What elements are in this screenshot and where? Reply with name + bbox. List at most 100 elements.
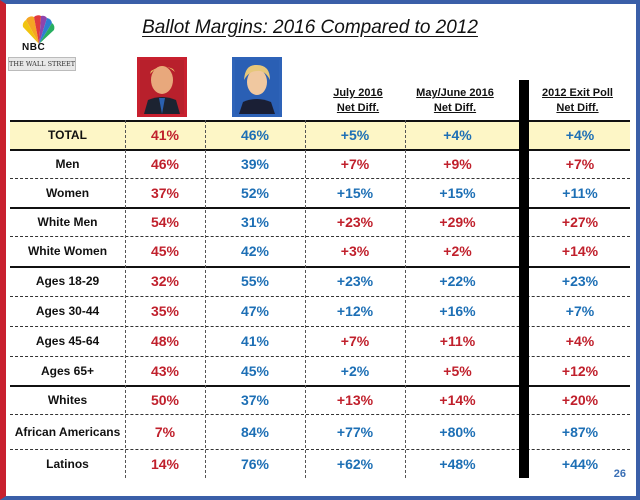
row-divider [10, 207, 630, 209]
cell-july: +77% [336, 423, 374, 440]
cell-exit2012: +20% [561, 391, 599, 408]
cell-july: +7% [340, 155, 370, 172]
separator-bar [519, 80, 529, 478]
cell-group: White Women [27, 244, 108, 258]
table-row: Women 37% 52% +15% +15% +11% [10, 178, 630, 207]
cell-group: Men [55, 156, 80, 171]
table-row: Ages 30-44 35% 47% +12% +16% +7% [10, 296, 630, 326]
cell-july: +23% [336, 273, 374, 289]
cell-clinton: 45% [240, 362, 270, 379]
cell-mayjune: +4% [443, 126, 472, 143]
row-divider [10, 236, 630, 237]
cell-clinton: 42% [240, 243, 270, 259]
cell-clinton: 41% [240, 333, 270, 349]
cell-trump: 46% [150, 155, 180, 172]
cell-exit2012: +14% [561, 243, 599, 259]
cell-group: Whites [47, 392, 88, 407]
cell-group: Women [45, 185, 90, 200]
cell-trump: 7% [154, 423, 176, 440]
cell-mayjune: +29% [439, 213, 476, 230]
cell-mayjune: +48% [439, 455, 476, 472]
cell-clinton: 84% [240, 423, 270, 440]
row-divider [10, 296, 630, 297]
cell-july: +5% [340, 126, 370, 143]
cell-july: +15% [336, 184, 374, 201]
col-header-mayjune: May/June 2016 Net Diff. [416, 87, 494, 114]
cell-mayjune: +16% [439, 303, 476, 319]
cell-group: Ages 18-29 [35, 274, 100, 288]
cell-july: +3% [340, 243, 370, 259]
table-row: Ages 18-29 32% 55% +23% +22% +23% [10, 266, 630, 296]
col-header-exit2012: 2012 Exit Poll Net Diff. [542, 87, 613, 114]
row-divider [10, 120, 630, 122]
cell-exit2012: +4% [565, 126, 595, 143]
cell-trump: 32% [150, 273, 180, 289]
cell-mayjune: +14% [439, 391, 476, 408]
table-row: Ages 45-64 48% 41% +7% +11% +4% [10, 326, 630, 356]
cell-mayjune: +2% [443, 243, 472, 259]
column-divider [125, 120, 126, 478]
cell-exit2012: +7% [565, 303, 595, 319]
cell-july: +13% [336, 391, 374, 408]
cell-trump: 50% [150, 391, 180, 408]
cell-group: White Men [37, 214, 98, 229]
column-divider [405, 120, 406, 478]
nbc-logo-text: NBC [22, 42, 46, 53]
cell-clinton: 52% [240, 184, 270, 201]
cell-group: African Americans [14, 424, 121, 439]
cell-mayjune: +5% [443, 362, 472, 379]
row-divider [10, 266, 630, 268]
cell-trump: 14% [150, 455, 180, 472]
page-title: Ballot Margins: 2016 Compared to 2012 [142, 17, 478, 38]
cell-trump: 48% [150, 333, 180, 349]
cell-mayjune: +15% [439, 184, 476, 201]
cell-exit2012: +12% [561, 362, 599, 379]
row-divider [10, 326, 630, 327]
cell-exit2012: +87% [561, 423, 599, 440]
cell-clinton: 76% [240, 455, 270, 472]
row-divider [10, 449, 630, 450]
cell-july: +23% [336, 213, 374, 230]
cell-clinton: 55% [240, 273, 270, 289]
nbc-peacock-icon [22, 15, 55, 45]
table-row: White Women 45% 42% +3% +2% +14% [10, 236, 630, 266]
cell-mayjune: +80% [439, 423, 476, 440]
cell-trump: 43% [150, 362, 180, 379]
wsj-logo: THE WALL STREET JOURNAL [8, 57, 76, 71]
table-row: Men 46% 39% +7% +9% +7% [10, 149, 630, 178]
cell-clinton: 47% [240, 303, 270, 319]
cell-group: Ages 65+ [40, 363, 95, 378]
table-row: White Men 54% 31% +23% +29% +27% [10, 207, 630, 236]
cell-trump: 41% [150, 126, 180, 143]
cell-trump: 45% [150, 243, 180, 259]
page-number: 26 [613, 468, 626, 480]
table-row: Ages 65+ 43% 45% +2% +5% +12% [10, 356, 630, 385]
cell-clinton: 31% [240, 213, 270, 230]
cell-clinton: 46% [240, 126, 270, 143]
cell-exit2012: +44% [561, 455, 599, 472]
table-row: Latinos 14% 76% +62% +48% +44% [10, 449, 630, 478]
clinton-photo [232, 57, 282, 117]
col-header-july: July 2016 Net Diff. [333, 87, 383, 114]
cell-group: Ages 30-44 [35, 304, 100, 318]
row-divider [10, 356, 630, 357]
cell-july: +7% [340, 333, 370, 349]
cell-trump: 35% [150, 303, 180, 319]
cell-group: TOTAL [48, 127, 87, 142]
cell-july: +62% [336, 455, 374, 472]
cell-july: +12% [336, 303, 374, 319]
table-row-total: TOTAL 41% 46% +5% +4% +4% [10, 120, 630, 149]
row-divider [10, 385, 630, 387]
cell-trump: 37% [150, 184, 180, 201]
trump-photo [137, 57, 187, 117]
table-row: Whites 50% 37% +13% +14% +20% [10, 385, 630, 414]
cell-exit2012: +23% [561, 273, 599, 289]
cell-mayjune: +9% [443, 155, 472, 172]
cell-group: Latinos [46, 456, 89, 471]
cell-exit2012: +7% [565, 155, 595, 172]
cell-mayjune: +11% [439, 333, 476, 349]
cell-exit2012: +27% [561, 213, 599, 230]
table-row: African Americans 7% 84% +77% +80% +87% [10, 414, 630, 449]
row-divider [10, 414, 630, 415]
